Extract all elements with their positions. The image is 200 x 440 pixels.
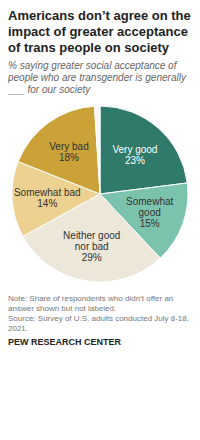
html-text:% saying greater social accept: % saying greater social acceptance of pe… — [8, 60, 186, 95]
svg-text:Somewhat bad14%: Somewhat bad14% — [14, 186, 81, 208]
html-text:Note: Share of respondents who: Note: Share of respondents who didn’t of… — [8, 294, 174, 313]
html-text:Source: Survey of U.S. adults: Source: Survey of U.S. adults conducted … — [8, 314, 189, 333]
svg-text:Very good23%: Very good23% — [112, 143, 157, 165]
html-text:Americans don’t agree on the i: Americans don’t agree on the impact of g… — [8, 8, 191, 55]
svg-text:Very bad18%: Very bad18% — [49, 140, 88, 162]
svg-text:Neither goodnor bad29%: Neither goodnor bad29% — [63, 230, 120, 263]
svg-text:Somewhatgood15%: Somewhatgood15% — [126, 195, 173, 228]
html-text:PEW RESEARCH CENTER: PEW RESEARCH CENTER — [8, 337, 121, 347]
